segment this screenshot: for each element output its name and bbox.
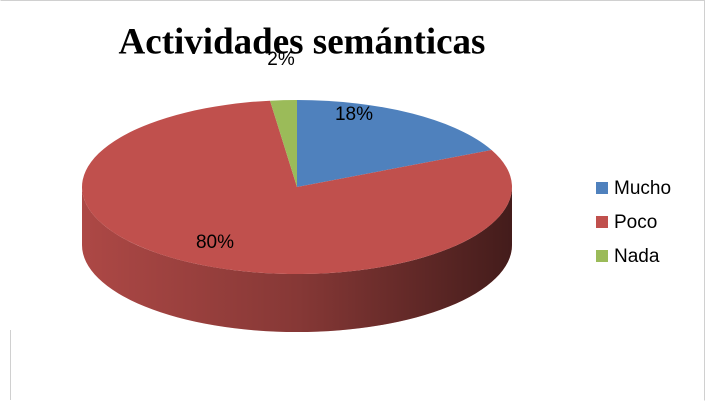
- data-label: 80%: [196, 232, 234, 253]
- legend-swatch: [596, 216, 608, 228]
- slice: [297, 100, 492, 187]
- data-label: 18%: [335, 104, 373, 125]
- slice: [270, 100, 297, 187]
- legend-swatch: [596, 250, 608, 262]
- legend-label: Mucho: [614, 178, 671, 199]
- slice: [82, 100, 513, 275]
- legend-label: Poco: [614, 212, 657, 233]
- legend-label: Nada: [614, 246, 660, 267]
- slice-side-shade: [82, 187, 512, 332]
- chart-title: Actividades semánticas: [119, 21, 486, 62]
- data-label: 2%: [267, 49, 295, 70]
- legend-swatch: [596, 182, 608, 194]
